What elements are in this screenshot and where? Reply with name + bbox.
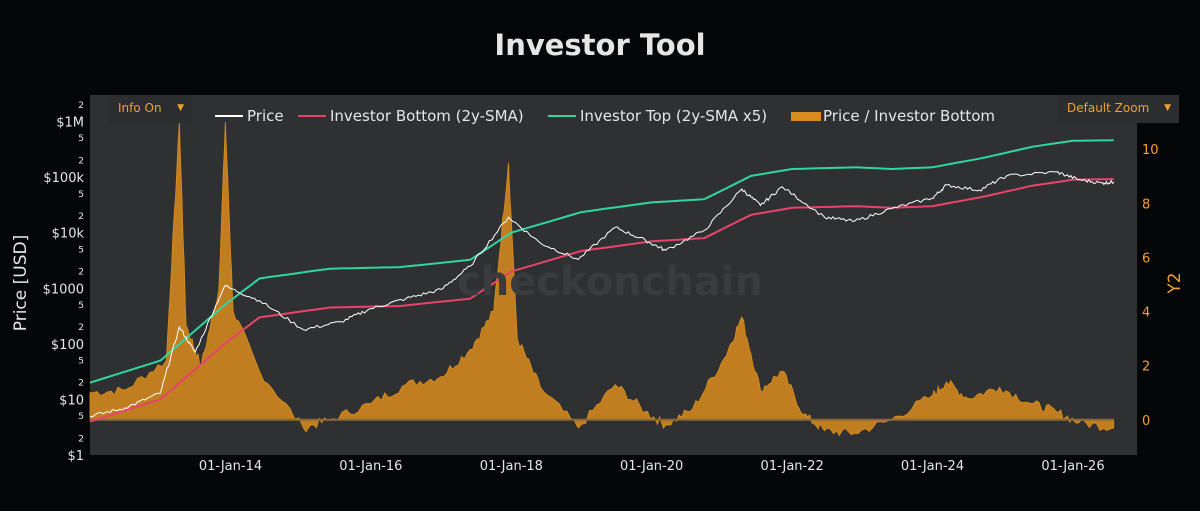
y-tick-label: $10k (52, 227, 85, 242)
y-minor-tick-label: 2 (78, 101, 84, 111)
y-minor-tick-label: 2 (78, 434, 84, 444)
y-minor-tick-label: 2 (78, 156, 84, 166)
y-minor-tick-label: 2 (78, 212, 84, 222)
y2-tick-label: 10 (1142, 143, 1159, 158)
zoom-dropdown[interactable]: Default Zoom ▼ (1057, 95, 1179, 123)
legend-label: Price (247, 107, 284, 125)
y2-tick-label: 6 (1142, 251, 1150, 266)
y-minor-tick-label: 5 (78, 190, 84, 200)
investor-top-line (89, 139, 1114, 384)
y-minor-tick-label: 2 (78, 268, 84, 278)
x-tick-label: 01-Jan-16 (339, 459, 402, 474)
chevron-down-icon: ▼ (1164, 103, 1171, 113)
x-tick-label: 01-Jan-26 (1041, 459, 1104, 474)
info-dropdown[interactable]: Info On ▼ (108, 95, 192, 123)
legend-swatch-ratio (791, 112, 821, 121)
y-tick-label: $1 (67, 449, 84, 464)
investor-bottom-line (89, 178, 1114, 423)
y-minor-tick-label: 5 (78, 412, 84, 422)
legend-label: Investor Top (2y-SMA x5) (580, 107, 767, 125)
y2-axis-title: Y2 (1165, 272, 1185, 294)
y-minor-tick-label: 5 (78, 245, 84, 255)
x-tick-label: 01-Jan-18 (480, 459, 543, 474)
y-minor-tick-label: 5 (78, 357, 84, 367)
y-minor-tick-label: 5 (78, 134, 84, 144)
y-tick-label: $10 (59, 393, 84, 408)
y-minor-tick-label: 2 (78, 323, 84, 333)
y-tick-label: $1M (56, 116, 84, 131)
x-tick-label: 01-Jan-22 (761, 459, 824, 474)
y-minor-tick-label: 5 (78, 301, 84, 311)
y2-tick-label: 0 (1142, 414, 1150, 429)
ratio-area (89, 122, 1115, 437)
watermark: checkonchain (457, 259, 763, 305)
y-tick-label: $100k (43, 171, 84, 186)
chevron-down-icon: ▼ (177, 103, 184, 113)
y-axis-title: Price [USD] (11, 235, 31, 331)
price-line (89, 171, 1115, 418)
legend-label: Investor Bottom (2y-SMA) (330, 107, 524, 125)
y-tick-label: $1000 (43, 282, 84, 297)
info-dropdown-label: Info On (118, 101, 162, 115)
y2-tick-label: 4 (1142, 306, 1150, 321)
y2-tick-label: 8 (1142, 197, 1150, 212)
y2-tick-label: 2 (1142, 360, 1150, 375)
zoom-dropdown-label: Default Zoom (1067, 101, 1150, 115)
legend-label: Price / Investor Bottom (823, 107, 995, 125)
y-minor-tick-label: 2 (78, 379, 84, 389)
x-tick-label: 01-Jan-14 (199, 459, 262, 474)
y-tick-label: $100 (51, 338, 84, 353)
x-tick-label: 01-Jan-24 (901, 459, 964, 474)
x-tick-label: 01-Jan-20 (620, 459, 683, 474)
page-title: Investor Tool (494, 28, 706, 62)
